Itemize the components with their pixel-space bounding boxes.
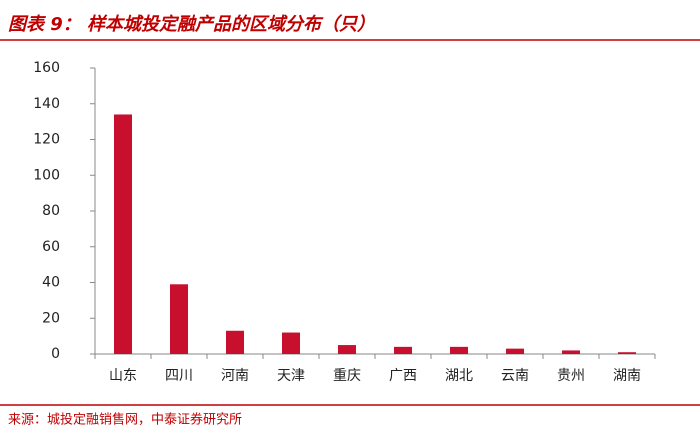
bar: [170, 284, 188, 354]
x-tick-label: 重庆: [333, 368, 361, 384]
y-tick-label: 80: [42, 203, 60, 219]
y-tick-label: 20: [42, 310, 60, 326]
bar: [394, 346, 412, 354]
x-tick-label: 贵州: [557, 368, 585, 384]
y-tick-label: 60: [42, 239, 60, 255]
x-tick-label: 广西: [389, 368, 417, 384]
y-tick-label: 120: [33, 132, 60, 148]
bar: [282, 332, 300, 354]
bar: [618, 352, 636, 354]
bar: [506, 348, 524, 354]
x-tick-label: 湖北: [445, 368, 473, 384]
y-tick-label: 40: [42, 275, 60, 291]
y-tick-label: 100: [33, 167, 60, 183]
source: 来源：城投定融销售网，中泰证券研究所: [8, 412, 242, 428]
x-tick-label: 四川: [165, 368, 193, 384]
x-tick-label: 河南: [221, 368, 249, 384]
bar: [562, 350, 580, 354]
bar: [226, 330, 244, 354]
bar: [114, 114, 132, 354]
bar: [338, 345, 356, 354]
chart-title: 图表 9： 样本城投定融产品的区域分布（只）: [8, 14, 375, 35]
y-tick-label: 0: [51, 346, 60, 362]
y-tick-label: 160: [33, 60, 60, 76]
bar: [450, 346, 468, 354]
x-tick-label: 天津: [277, 368, 305, 384]
x-tick-label: 湖南: [613, 368, 641, 384]
y-tick-label: 140: [33, 96, 60, 112]
x-tick-label: 山东: [109, 368, 137, 384]
x-tick-label: 云南: [501, 368, 529, 384]
